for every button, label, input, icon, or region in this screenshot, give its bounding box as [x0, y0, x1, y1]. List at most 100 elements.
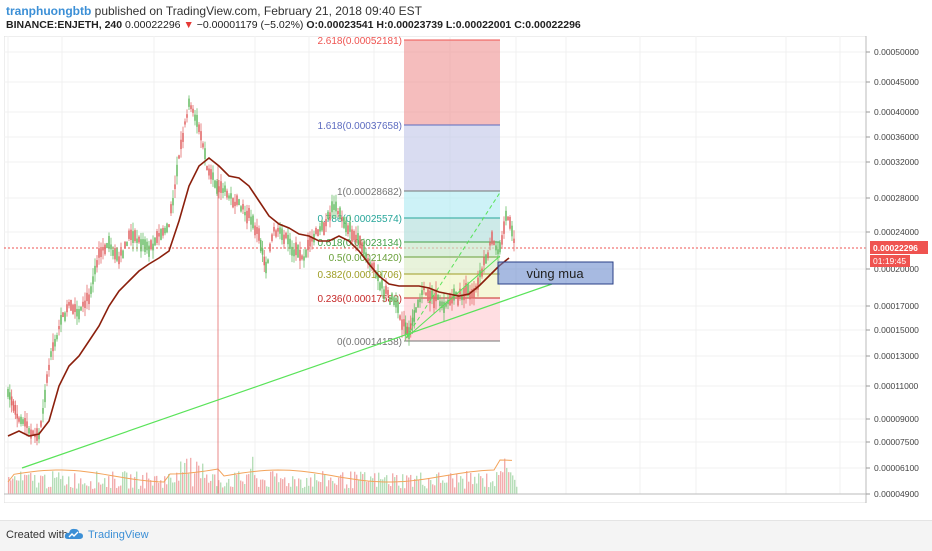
volume-bar [192, 486, 194, 494]
volume-bar [450, 473, 452, 494]
volume-bar [230, 486, 232, 494]
candle-body [379, 282, 381, 291]
publish-line: tranphuongbtb published on TradingView.c… [6, 4, 422, 18]
volume-bar [236, 474, 238, 494]
volume-bar [90, 481, 92, 494]
volume-bar [426, 488, 428, 494]
volume-bar [182, 472, 184, 494]
candle-body [357, 233, 359, 244]
candle-body [397, 301, 399, 313]
candle-body [339, 207, 341, 220]
volume-bar [132, 487, 134, 494]
buy-zone-box[interactable] [497, 261, 614, 285]
volume-bar [306, 478, 308, 494]
volume-bar [52, 471, 54, 494]
volume-bar [36, 487, 38, 494]
candle-body [435, 289, 437, 302]
overlay-lines[interactable] [7, 156, 553, 469]
candle-body [461, 294, 463, 301]
volume-bar [128, 488, 130, 494]
volume-bar [284, 477, 286, 494]
candle-body [335, 201, 337, 212]
tradingview-brand[interactable]: TradingView [88, 529, 149, 541]
candle-body [383, 289, 385, 300]
ohlc-open: O:0.00023541 [306, 19, 374, 31]
volume-bar [448, 474, 450, 494]
chart-area[interactable]: 2.618(0.00052181) 1.618(0.00037658) 1(0.00… [3, 35, 928, 513]
candle-body [120, 249, 122, 256]
fib-level-label: 1.618(0.00037658) [317, 121, 402, 132]
volume-bar [336, 484, 338, 494]
fib-level-label: 0.382(0.00019706) [317, 270, 402, 281]
author-link[interactable]: tranphuongbtb [6, 4, 92, 18]
price-tick-label: 0.00050000 [874, 47, 919, 57]
candle-body [56, 335, 58, 340]
candle-body [256, 227, 258, 234]
volume-bar [108, 476, 110, 494]
candle-body [289, 238, 291, 249]
volume-bar [342, 472, 344, 494]
volume-bar [198, 465, 200, 494]
candle-body [32, 430, 34, 435]
volume-bar [164, 476, 166, 494]
candle-body [483, 257, 485, 266]
fib-anchor-line-2[interactable] [405, 255, 501, 339]
candle-body [232, 198, 234, 208]
candle-body [202, 143, 204, 148]
volume-bar [268, 486, 270, 494]
symbol-label[interactable]: BINANCE:ENJETH, 240 [6, 19, 123, 31]
volume-bar [494, 486, 496, 494]
volume-bar [490, 482, 492, 494]
buy-zone-label: vùng mua [526, 266, 584, 281]
fib-level-label: 1(0.00028682) [337, 187, 402, 198]
volume-bar [314, 473, 316, 494]
volume-bar [422, 484, 424, 494]
volume-bar [372, 478, 374, 494]
annotations[interactable]: vùng mua [497, 261, 614, 285]
volume-bar [56, 477, 58, 494]
fib-level-label: 0.786(0.00025574) [317, 214, 402, 225]
volume-bar [216, 486, 218, 494]
volume-bar [288, 483, 290, 494]
price-axis[interactable]: 0.00050000 0.00045000 0.00040000 0.00036000… [865, 36, 928, 503]
candle-body [499, 242, 501, 253]
volume-bar [20, 471, 22, 494]
volume-bar [114, 478, 116, 494]
close-value: 0.00022296 [125, 19, 181, 31]
volume-bar [420, 472, 422, 494]
candle-body [112, 249, 114, 256]
volume-bar [352, 488, 354, 494]
candle-body [331, 201, 333, 213]
volume-bar [320, 482, 322, 494]
volume-bar [80, 478, 82, 494]
volume-bar [106, 486, 108, 494]
candle-body [279, 227, 281, 234]
price-tick-label: 0.00032000 [874, 157, 919, 167]
volume-bar [104, 478, 106, 494]
ohlc-low: L:0.00022001 [445, 19, 512, 31]
candle-body [16, 413, 18, 419]
candle-body [128, 230, 130, 239]
volume-bar [260, 479, 262, 494]
candle-body [343, 217, 345, 228]
volume-bar [112, 471, 114, 494]
candle-body [18, 417, 20, 422]
volume-bar [78, 483, 80, 494]
volume-bar [116, 487, 118, 494]
volume-bar [264, 480, 266, 494]
candle-body [271, 234, 273, 241]
candle-body [170, 204, 172, 214]
price-chart[interactable]: 2.618(0.00052181) 1.618(0.00037658) 1(0.00… [3, 35, 928, 513]
candle-body [78, 309, 80, 320]
fib-band [404, 257, 500, 274]
moving-average-line[interactable] [7, 156, 510, 437]
volume-bar [162, 487, 164, 494]
candle-body [429, 290, 431, 304]
volume-bar [412, 486, 414, 494]
fib-anchor-line-1[interactable] [405, 190, 502, 339]
candle-body [188, 98, 190, 107]
trendline-support[interactable] [21, 283, 553, 469]
volume-bar [452, 478, 454, 494]
volume-bar [310, 477, 312, 494]
candle-body [267, 259, 269, 263]
